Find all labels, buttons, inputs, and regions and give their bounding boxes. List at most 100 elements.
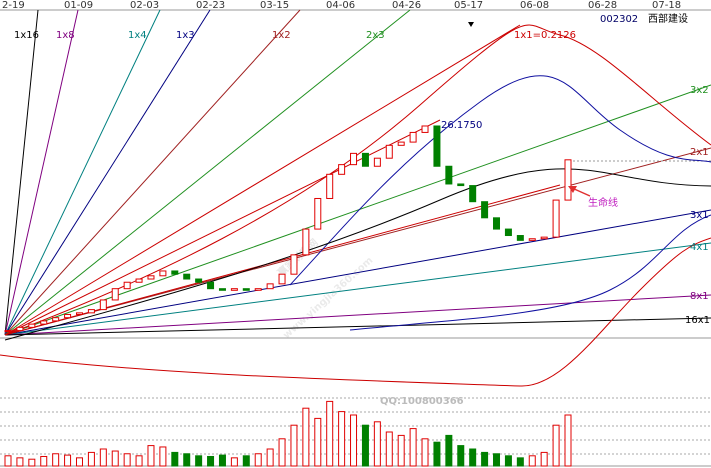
upper-band [4,24,711,336]
candle [528,238,536,241]
moving-average [4,168,711,341]
volume-bar [99,448,107,467]
moving-average [349,214,711,331]
volume-bar [445,434,453,467]
gann-label: 4x1 [690,242,709,253]
lifeline-label: 生命线 [588,196,618,209]
volume-bar [433,441,441,467]
volume-bar [16,457,24,467]
candle [28,323,36,328]
candle [195,278,203,283]
volume-bars [4,400,572,467]
candle [64,313,72,319]
volume-bar [350,414,358,467]
volume-bar [218,454,226,467]
gann-line [4,9,161,336]
candle [290,254,298,275]
stock-name: 西部建设 [648,12,688,25]
gann-label: 1x1=0.2126 [514,30,576,41]
stock-code: 002302 [600,14,638,25]
candle [147,275,155,280]
candle [493,217,501,230]
gann-label: 1x16 [14,30,39,41]
gann-line [4,317,711,336]
candle [326,173,334,199]
candle [4,330,12,333]
gann-label: 1x3 [176,30,195,41]
candle [183,273,191,280]
date-label: 2-19 [2,0,25,11]
qq-label: QQ:100800366 [380,396,464,407]
volume-bar [290,424,298,467]
marker [468,22,474,27]
candle [469,185,477,203]
date-label: 02-23 [196,0,225,11]
candle [218,288,226,291]
volume-bar [493,453,501,467]
volume-bar [421,438,429,467]
volume-bar [254,453,262,467]
gann-line [4,147,711,336]
date-axis: 2-19 01-09 02-03 02-23 03-15 04-06 04-26 05-17 0… [2,0,681,11]
gann-label: 1x2 [272,30,291,41]
volume-bar [195,455,203,467]
volume-bar [314,417,322,467]
gann-line [4,209,711,336]
volume-bar [373,421,381,467]
gann-line [4,9,301,336]
volume-bar [469,448,477,467]
date-label: 05-17 [454,0,483,11]
volume-bar [87,451,95,467]
candle [552,199,560,238]
volume-bar [540,451,548,467]
gann-label: 2x3 [366,30,385,41]
volume-bar [361,424,369,467]
candle [254,288,262,291]
candle [504,228,512,237]
date-label: 06-28 [588,0,617,11]
candle [314,197,322,230]
volume-bar [147,445,155,467]
gann-line [4,84,711,336]
volume-bar [457,445,465,467]
candle [171,270,179,275]
date-label: 02-03 [130,0,159,11]
gann-label: 1x4 [128,30,147,41]
candle [135,278,143,283]
candle [87,309,95,314]
volume-bar [64,454,72,467]
volume-bar [52,453,60,467]
candle [385,144,393,159]
volume-bar [397,434,405,467]
volume-bar [135,455,143,467]
candle [481,201,489,219]
gann-line [4,9,79,336]
candle [361,152,369,167]
arrow-head [568,186,577,193]
volume-bar [75,457,83,467]
gann-fan [4,9,711,336]
date-label: 01-09 [64,0,93,11]
candle [421,125,429,133]
candle [445,165,453,185]
date-label: 06-08 [520,0,549,11]
date-label: 07-18 [652,0,681,11]
volume-bar [504,455,512,467]
lower-band [0,237,711,387]
gann-label: 3x1 [690,210,709,221]
candle [338,164,346,175]
volume-bar [564,414,572,467]
candle [266,283,274,290]
gann-line [4,294,711,336]
volume-bar [40,455,48,467]
volume-bar [4,455,12,467]
volume-bar [171,451,179,467]
candle [16,326,24,332]
candle [457,183,465,187]
candle [99,299,107,311]
gann-line [4,242,711,336]
gann-line [4,184,561,336]
volume-bar [516,457,524,467]
volume-bar [266,448,274,467]
